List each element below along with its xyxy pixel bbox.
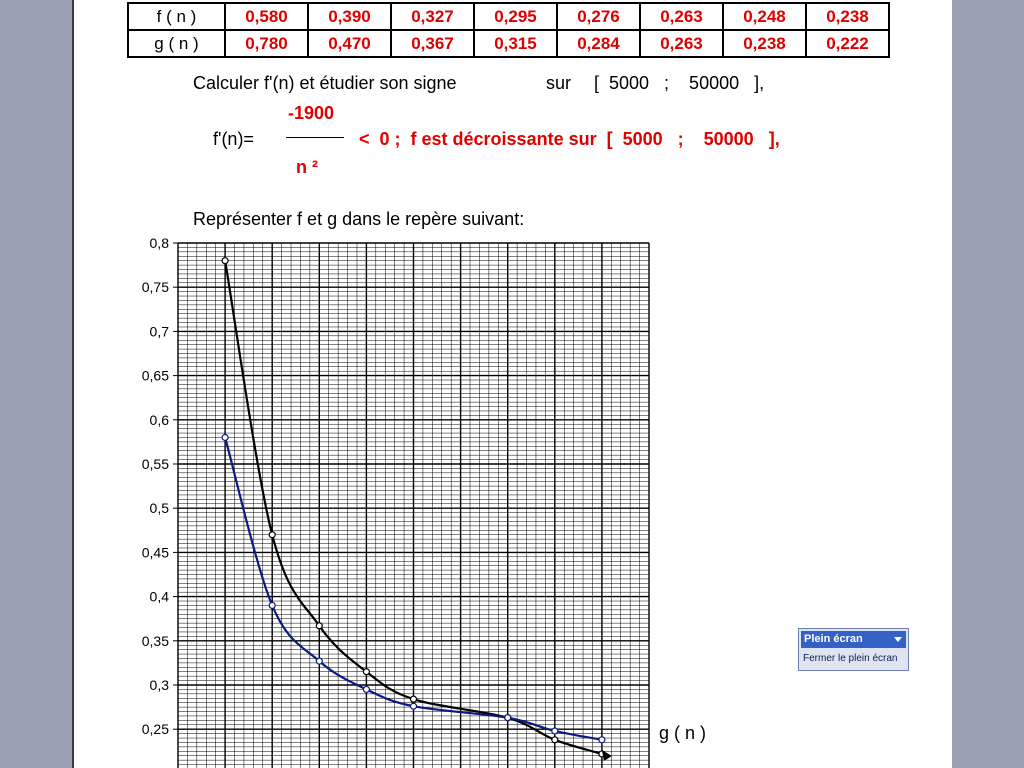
y-tick-label: 0,7 (150, 323, 170, 339)
table-cell: 0,327 (390, 2, 475, 31)
table-cell: 0,580 (224, 2, 309, 31)
table-cell: 0,263 (639, 29, 724, 58)
close-fullscreen-button[interactable]: Fermer le plein écran (803, 653, 898, 664)
arrow-icon (601, 749, 612, 761)
data-point (409, 695, 418, 703)
y-tick-label: 0,65 (142, 368, 169, 384)
y-tick-label: 0,75 (142, 279, 169, 295)
data-point (268, 601, 276, 610)
values-table: f ( n ) 0,580 0,390 0,327 0,295 0,276 0,… (127, 2, 890, 58)
window-edge-left (72, 0, 74, 768)
represent-instruction: Représenter f et g dans le repère suivan… (193, 209, 525, 229)
table-cell: 0,238 (722, 29, 807, 58)
table-cell: 0,238 (805, 2, 890, 31)
y-tick-label: 0,8 (150, 235, 170, 251)
y-tick-label: 0,35 (142, 633, 169, 649)
table-cell: 0,263 (639, 2, 724, 31)
y-tick-label: 0,5 (150, 500, 170, 516)
series-label-g: g ( n ) (659, 723, 706, 743)
y-tick-label: 0,55 (142, 456, 169, 472)
fullscreen-toolbar[interactable]: Plein écran Fermer le plein écran (798, 628, 909, 671)
fullscreen-toolbar-title[interactable]: Plein écran (801, 631, 906, 648)
dropdown-arrow-icon[interactable] (894, 637, 902, 642)
data-point (315, 622, 323, 630)
y-tick-label: 0,25 (142, 721, 169, 737)
data-point (551, 736, 559, 744)
chart-series (221, 257, 612, 761)
worksheet: f ( n ) 0,580 0,390 0,327 0,295 0,276 0,… (74, 0, 952, 768)
derivative-lhs: f'(n)= (213, 129, 254, 149)
row-label-g: g ( n ) (127, 29, 226, 58)
fraction-bar (286, 137, 344, 138)
data-point (504, 714, 512, 722)
series-line-1 (224, 437, 603, 741)
table-row-g: g ( n ) 0,780 0,470 0,367 0,315 0,284 0,… (127, 29, 890, 58)
data-point (409, 702, 418, 710)
table-cell: 0,276 (556, 2, 641, 31)
y-tick-label: 0,4 (150, 589, 170, 605)
table-cell: 0,295 (473, 2, 558, 31)
table-cell: 0,390 (307, 2, 392, 31)
derivative-numerator: -1900 (288, 103, 335, 123)
derivative-conclusion: < 0 ; f est décroissante sur [ 5000 ; 50… (359, 129, 780, 149)
y-axis-ticks: 0,8 0,75 0,7 0,65 0,6 0,55 0,5 0,45 0,4 0,35 0,3 0,… (142, 235, 178, 737)
data-point (362, 685, 370, 694)
table-cell: 0,315 (473, 29, 558, 58)
instruction-interval: [ 5000 ; 50000 ], (594, 73, 765, 93)
table-cell: 0,367 (390, 29, 475, 58)
data-point (221, 433, 229, 442)
row-label-f: f ( n ) (127, 2, 226, 31)
table-cell: 0,248 (722, 2, 807, 31)
table-row-f: f ( n ) 0,580 0,390 0,327 0,295 0,276 0,… (127, 2, 890, 31)
table-cell: 0,780 (224, 29, 309, 58)
table-cell: 0,284 (556, 29, 641, 58)
instruction-sur: sur (546, 73, 572, 93)
chart-grid (177, 242, 650, 768)
data-point (598, 736, 606, 744)
y-tick-label: 0,45 (142, 544, 169, 560)
y-tick-label: 0,3 (150, 677, 170, 693)
table-cell: 0,470 (307, 29, 392, 58)
data-point (268, 531, 276, 539)
data-point (315, 657, 323, 665)
instruction-text: Calculer f'(n) et étudier son signe (193, 73, 457, 93)
data-point (551, 727, 559, 735)
table-cell: 0,222 (805, 29, 890, 58)
data-point (362, 668, 370, 676)
derivative-denominator: n ² (296, 157, 318, 177)
y-tick-label: 0,6 (150, 412, 170, 428)
fullscreen-title-text: Plein écran (804, 633, 863, 645)
line-chart: 0,8 0,75 0,7 0,65 0,6 0,55 0,5 0,45 0,4 0,35 0,3 0,… (142, 235, 706, 768)
data-point (221, 257, 229, 265)
